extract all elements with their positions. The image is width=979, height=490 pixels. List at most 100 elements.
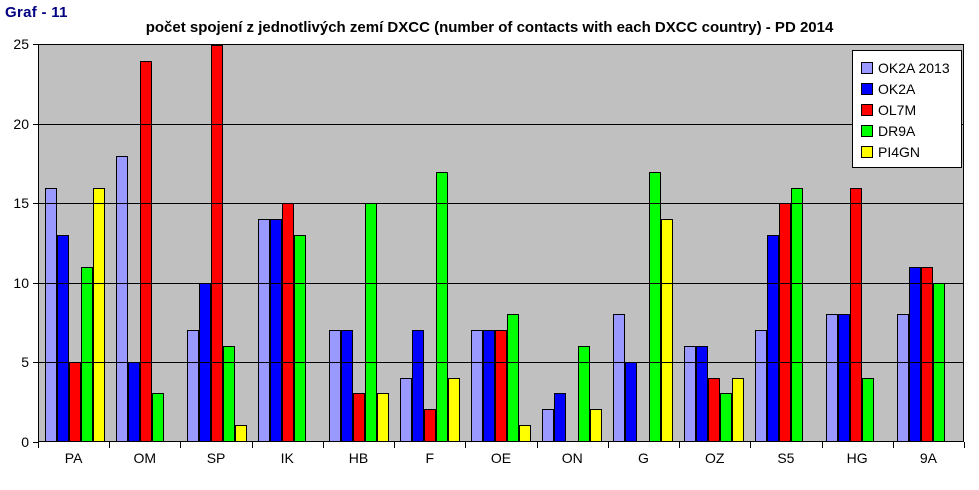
x-axis-tick bbox=[822, 442, 823, 448]
legend: OK2A 2013 OK2A OL7M DR9A PI4GN bbox=[852, 50, 962, 168]
bar-ol7m-hg bbox=[850, 188, 863, 441]
x-axis-tick bbox=[323, 442, 324, 448]
bar-slot bbox=[447, 378, 460, 441]
legend-swatch-icon bbox=[861, 61, 873, 74]
bar-slot bbox=[613, 314, 626, 441]
bar-slot bbox=[376, 393, 389, 441]
x-axis-tick bbox=[465, 442, 466, 448]
bar-ok2a-2013-g bbox=[613, 314, 626, 441]
plot-area bbox=[38, 44, 964, 442]
x-axis-label-pa: PA bbox=[64, 450, 83, 466]
bar-slot bbox=[127, 362, 140, 441]
legend-item: OL7M bbox=[861, 99, 961, 120]
bar-group-g bbox=[608, 45, 679, 441]
legend-swatch-icon bbox=[861, 103, 873, 116]
gridline bbox=[39, 124, 963, 125]
bar-slot bbox=[649, 172, 662, 441]
bar-dr9a-ik bbox=[293, 235, 306, 441]
bar-slot bbox=[696, 346, 709, 441]
bar-slot bbox=[435, 172, 448, 441]
bar-ok2a-on bbox=[554, 393, 567, 441]
bar-ol7m-s5 bbox=[779, 203, 792, 441]
bar-slot bbox=[151, 393, 164, 441]
gridline bbox=[39, 283, 963, 284]
bar-groups-container bbox=[39, 45, 963, 441]
legend-label: PI4GN bbox=[878, 143, 921, 160]
bar-slot bbox=[791, 188, 804, 441]
bar-ol7m-om bbox=[139, 61, 152, 441]
bar-group-hb bbox=[323, 45, 394, 441]
bar-slot bbox=[210, 45, 223, 441]
bar-slot bbox=[909, 267, 922, 441]
bar-pi4gn-on bbox=[590, 409, 603, 441]
bar-slot bbox=[399, 378, 412, 441]
bar-slot bbox=[281, 203, 294, 441]
x-axis-tick bbox=[252, 442, 253, 448]
x-axis-label-9a: 9A bbox=[919, 450, 937, 466]
bar-slot bbox=[554, 393, 567, 441]
bar-pi4gn-sp bbox=[234, 425, 247, 441]
bar-slot bbox=[293, 235, 306, 441]
bar-dr9a-on bbox=[578, 346, 591, 441]
x-axis-tick bbox=[394, 442, 395, 448]
bar-dr9a-sp bbox=[222, 346, 235, 441]
bar-slot bbox=[862, 378, 875, 441]
legend-item: OK2A 2013 bbox=[861, 57, 961, 78]
bar-ol7m-oz bbox=[708, 378, 721, 441]
bar-dr9a-oe bbox=[507, 314, 519, 441]
bar-ok2a-2013-sp bbox=[186, 330, 199, 441]
y-axis-tick bbox=[33, 362, 38, 363]
bar-ok2a-2013-oe bbox=[471, 330, 483, 441]
y-axis-tick bbox=[33, 442, 38, 443]
bar-slot bbox=[755, 330, 768, 441]
y-axis-tick bbox=[33, 124, 38, 125]
bar-slot bbox=[838, 314, 851, 441]
bar-group-pa bbox=[39, 45, 110, 441]
bar-slot bbox=[56, 235, 69, 441]
bar-ol7m-ik bbox=[281, 203, 294, 441]
x-axis-tick bbox=[893, 442, 894, 448]
x-axis-label-sp: SP bbox=[206, 450, 226, 466]
bar-dr9a-oz bbox=[720, 393, 733, 441]
x-axis-label-hb: HB bbox=[348, 450, 369, 466]
bar-ol7m-hb bbox=[352, 393, 365, 441]
bar-ol7m-9a bbox=[921, 267, 934, 441]
bar-slot bbox=[234, 425, 247, 441]
bar-ok2a-om bbox=[127, 362, 140, 441]
bar-slot bbox=[507, 314, 519, 441]
x-axis-label-hg: HG bbox=[846, 450, 868, 466]
bar-slot bbox=[257, 219, 270, 441]
bar-ol7m-f bbox=[423, 409, 436, 441]
bar-pi4gn-oe bbox=[519, 425, 531, 441]
bar-dr9a-g bbox=[649, 172, 662, 441]
x-axis-tick bbox=[537, 442, 538, 448]
bar-slot bbox=[80, 267, 93, 441]
y-axis-tick bbox=[33, 44, 38, 45]
chart-title: počet spojení z jednotlivých zemí DXCC (… bbox=[145, 19, 834, 36]
gridline bbox=[39, 203, 963, 204]
bar-ok2a-hg bbox=[838, 314, 851, 441]
bar-group-sp bbox=[181, 45, 252, 441]
x-axis-tick bbox=[38, 442, 39, 448]
x-axis-label-oe: OE bbox=[490, 450, 512, 466]
bar-slot bbox=[340, 330, 353, 441]
bar-slot bbox=[767, 235, 780, 441]
bar-slot bbox=[471, 330, 483, 441]
bar-dr9a-s5 bbox=[791, 188, 804, 441]
bar-ok2a-9a bbox=[909, 267, 922, 441]
bar-slot bbox=[921, 267, 934, 441]
bar-slot bbox=[779, 203, 792, 441]
bar-ok2a-s5 bbox=[767, 235, 780, 441]
bar-group-hg bbox=[821, 45, 892, 441]
bar-ok2a-2013-9a bbox=[897, 314, 910, 441]
bar-dr9a-om bbox=[151, 393, 164, 441]
x-axis-label-oz: OZ bbox=[704, 450, 725, 466]
bar-slot bbox=[328, 330, 341, 441]
bar-slot bbox=[352, 393, 365, 441]
x-axis-tick bbox=[679, 442, 680, 448]
bar-ok2a-oz bbox=[696, 346, 709, 441]
bar-group-f bbox=[394, 45, 465, 441]
y-axis-tick bbox=[33, 283, 38, 284]
bar-ok2a-f bbox=[411, 330, 424, 441]
bar-ok2a-2013-s5 bbox=[755, 330, 768, 441]
